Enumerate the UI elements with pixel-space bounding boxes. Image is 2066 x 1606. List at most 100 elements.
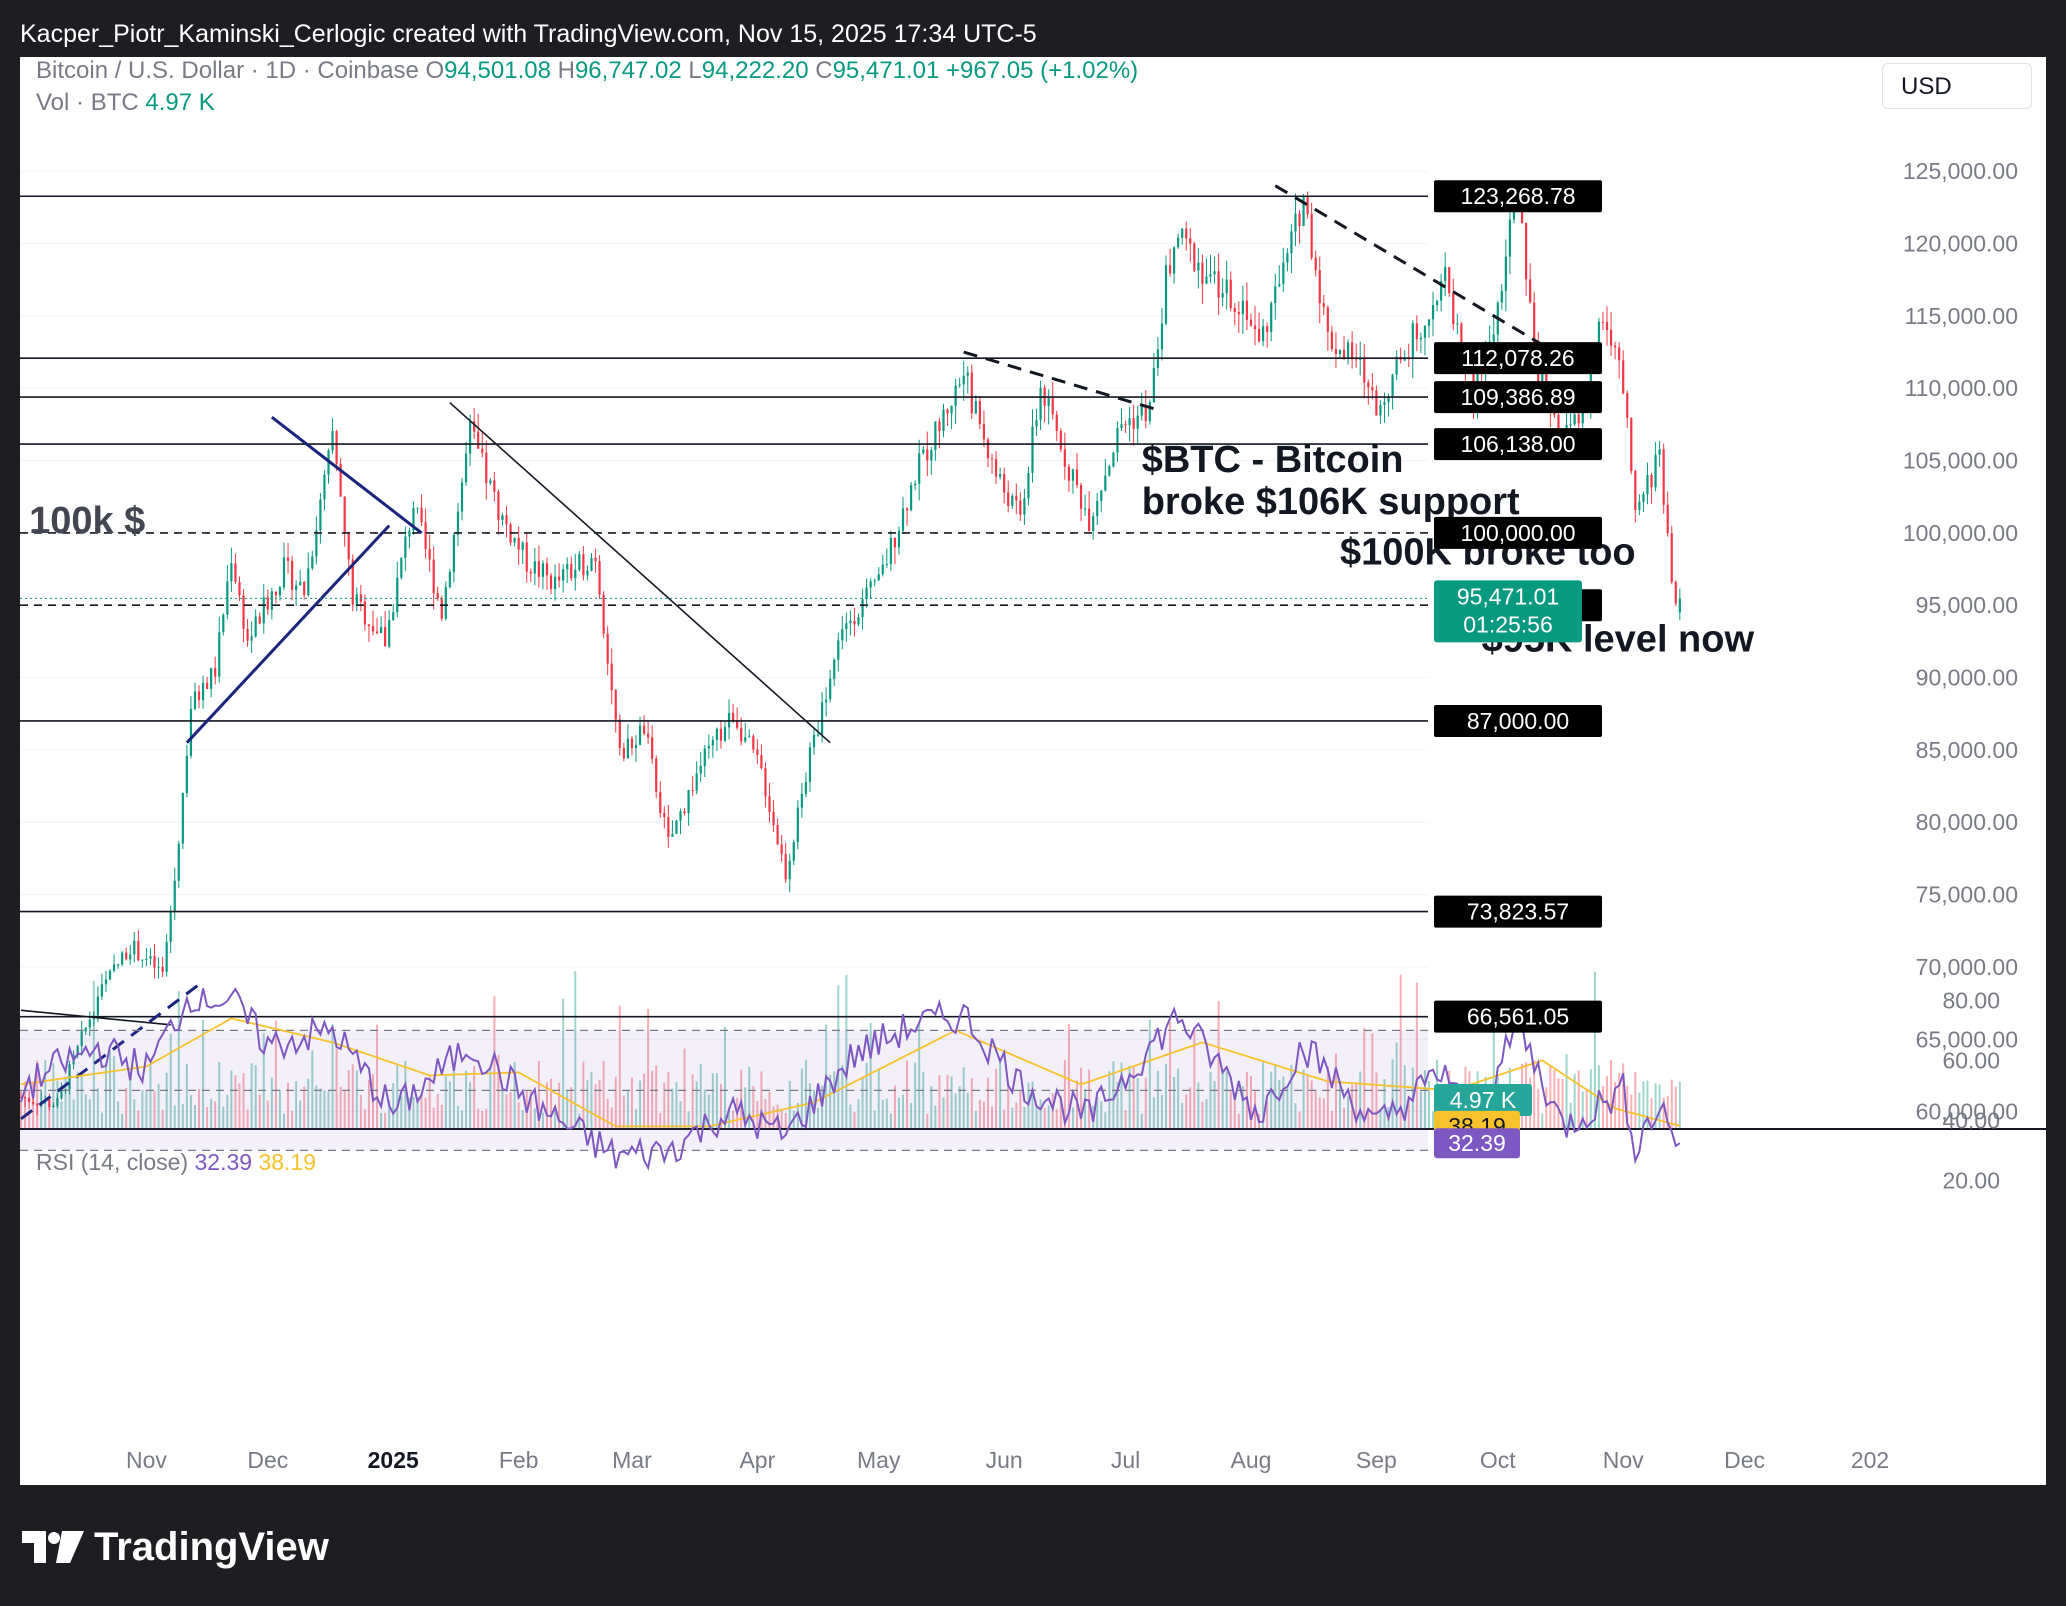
volume-bar	[1322, 1098, 1325, 1129]
volume-bar	[1533, 1060, 1536, 1129]
candle-body	[889, 537, 892, 565]
candle-body	[1164, 265, 1168, 324]
candle-body	[1221, 293, 1224, 298]
rsi-legend: RSI (14, close) 32.39 38.19	[36, 1149, 316, 1176]
candle-body	[375, 631, 379, 634]
candle-body	[1310, 214, 1313, 258]
candle-body	[20, 1097, 23, 1099]
candle-body	[497, 491, 500, 521]
price-tick-label: 65,000.00	[1916, 1026, 2018, 1052]
level-label-box	[1434, 895, 1602, 928]
candle-body	[1322, 303, 1325, 308]
volume-bar	[355, 1070, 358, 1129]
candle-body	[1597, 321, 1601, 359]
volume-bar	[788, 1080, 791, 1129]
candle-body	[901, 508, 905, 531]
volume-bar	[804, 1059, 807, 1129]
candle-body	[723, 727, 727, 741]
volume-bar	[521, 1110, 524, 1129]
volume-bar	[1419, 1091, 1422, 1129]
volume-bar	[1100, 1101, 1103, 1129]
volume-bar	[1225, 1071, 1228, 1129]
volume-bar	[817, 1108, 820, 1129]
volume-bar	[1221, 1071, 1224, 1129]
volume-bar	[614, 1076, 617, 1129]
candle-body	[711, 739, 714, 746]
candle-body	[740, 727, 743, 742]
rsi-ma-line	[20, 1017, 1681, 1128]
volume-bar	[1035, 1107, 1038, 1129]
volume-bar	[1007, 1085, 1010, 1129]
candle-body	[88, 1019, 91, 1028]
candle-body	[189, 708, 193, 756]
price-tick-label: 80,000.00	[1916, 809, 2018, 835]
volume-bar	[598, 1079, 601, 1129]
price-tick-label: 125,000.00	[1903, 158, 2018, 184]
symbol-name[interactable]: Bitcoin / U.S. Dollar · 1D · Coinbase	[36, 57, 419, 84]
candle-body	[1217, 271, 1220, 298]
volume-bar	[1630, 1094, 1633, 1129]
candle-body	[869, 581, 872, 588]
tradingview-logo[interactable]: TradingView	[22, 1522, 329, 1572]
currency-button[interactable]: USD	[1882, 63, 2032, 109]
candle-body	[679, 811, 682, 821]
candle-body	[1079, 485, 1083, 509]
rsi-value-box	[1434, 1128, 1520, 1159]
volume-bar	[1177, 1068, 1180, 1129]
volume-bar	[821, 1085, 824, 1129]
volume-bar	[1585, 1089, 1588, 1129]
volume-bar	[52, 1063, 55, 1129]
candle-body	[36, 1103, 39, 1106]
volume-bar	[1593, 971, 1596, 1129]
candle-body	[396, 577, 399, 613]
rsi-label[interactable]: RSI (14, close)	[36, 1149, 189, 1175]
candle-body	[647, 733, 650, 738]
candle-body	[703, 748, 706, 766]
candle-body	[408, 530, 411, 537]
candle-body	[796, 807, 799, 843]
volume-bar	[1302, 1069, 1305, 1129]
volume-bar	[1618, 1073, 1621, 1129]
candle-body	[149, 956, 152, 959]
candle-body	[1666, 504, 1669, 534]
volume-label[interactable]: Vol · BTC	[36, 89, 139, 116]
volume-bar	[1011, 1107, 1014, 1129]
candle-body	[1622, 360, 1625, 394]
countdown-label: 01:25:56	[1463, 611, 1553, 637]
volume-bar	[92, 980, 95, 1129]
candle-body	[958, 384, 961, 386]
volume-bar	[32, 1083, 35, 1129]
candle-body	[792, 842, 795, 861]
volume-bar	[481, 1110, 484, 1129]
volume-bar	[258, 1094, 261, 1129]
volume-bar	[582, 1061, 585, 1129]
candle-body	[1290, 231, 1293, 254]
volume-bar	[586, 1079, 589, 1129]
volume-bar	[1124, 1110, 1127, 1129]
volume-bar	[44, 1059, 47, 1129]
volume-bar	[226, 1094, 229, 1129]
candle-body	[1067, 466, 1071, 481]
price-tick-label: 85,000.00	[1916, 737, 2018, 763]
candle-body	[1112, 452, 1115, 467]
candle-body	[104, 979, 108, 985]
symbol-legend: Bitcoin / U.S. Dollar · 1D · Coinbase O9…	[36, 57, 1138, 85]
candle-body	[533, 561, 536, 574]
volume-bar	[550, 1078, 553, 1129]
volume-bar	[1055, 1109, 1058, 1129]
candle-body	[719, 728, 723, 741]
volume-bar	[489, 1067, 492, 1129]
volume-bar	[837, 985, 840, 1129]
volume-bar	[270, 1077, 273, 1129]
volume-bar	[84, 1094, 87, 1129]
volume-bar	[1318, 1097, 1321, 1129]
candle-body	[1193, 243, 1196, 271]
candle-body	[954, 385, 957, 406]
volume-bar	[1270, 1071, 1273, 1129]
chart-panel[interactable]: 100k $ $BTC - Bitcoin broke $106K support $…	[20, 57, 2046, 1485]
candles	[20, 180, 1681, 1116]
volume-bar	[210, 1098, 213, 1129]
volume-bar	[242, 1073, 245, 1129]
candle-body	[926, 449, 929, 461]
